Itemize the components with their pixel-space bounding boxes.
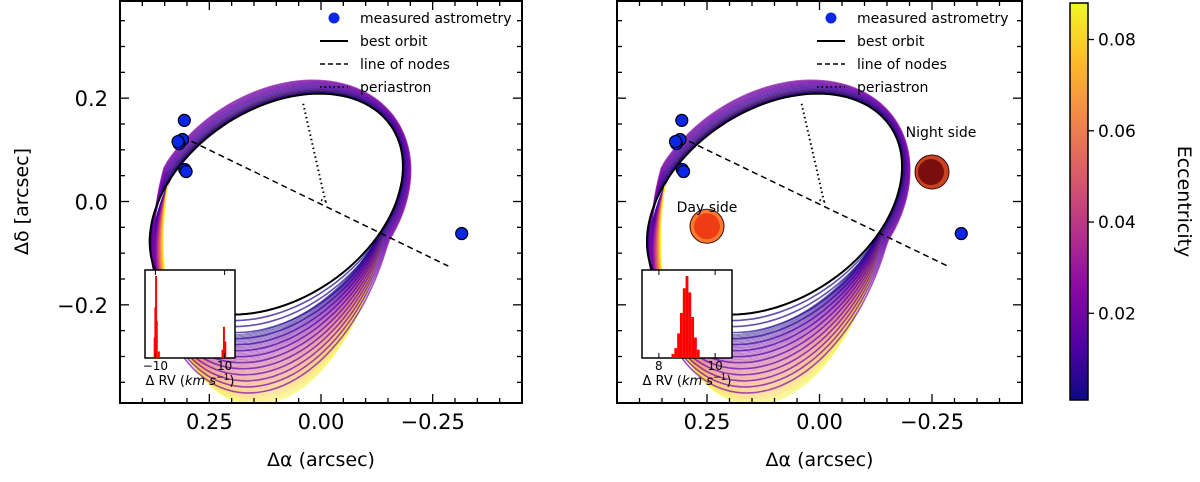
inset-tick-label: 10 <box>217 359 232 373</box>
y-tick-label: 0.0 <box>75 191 108 215</box>
colorbar-tick-label: 0.08 <box>1098 31 1136 51</box>
inset-frame <box>144 269 236 359</box>
inset-bar <box>691 317 695 358</box>
astrometry-point <box>171 134 185 149</box>
inset-tick-label: −10 <box>143 359 168 373</box>
legend-entry: measured astrometry <box>360 11 512 27</box>
rv-inset: 8 10Δ RV (km s−1) <box>641 269 733 389</box>
plot-area <box>148 79 469 403</box>
inset-bar <box>155 276 158 358</box>
plot-area: Night side Day side <box>646 79 977 403</box>
inset-x-label-units: km s <box>185 374 216 389</box>
inset-x-label: Δ RV (km s−1) <box>643 373 732 389</box>
annotation-day-side: Day side <box>677 200 738 216</box>
legend-entry: periastron <box>857 80 928 96</box>
inset-x-label-units: km s <box>682 374 713 389</box>
best-orbit-line <box>646 92 903 316</box>
right-orbit-panel: Night side Day side 0.25 0.00 −0.25 Δα (arcse… <box>616 0 1023 471</box>
left-orbit-panel: 0.25 0.00 −0.25 0.2 0.0 −0.2 Δδ [arcsec] Δα (ar… <box>11 0 523 471</box>
inset-bar <box>221 349 224 358</box>
inset-bar <box>696 349 700 358</box>
inset-x-label-exponent: −1 <box>216 373 229 383</box>
inset-bar <box>674 348 678 358</box>
colorbar-tick-label: 0.02 <box>1098 304 1136 324</box>
x-axis-label: Δα (arcsec) <box>267 449 375 471</box>
colorbar-ramp <box>1069 2 1089 401</box>
astrometry-point <box>668 134 683 149</box>
x-tick-label: −0.25 <box>400 410 464 434</box>
legend-entry: periastron <box>360 80 431 96</box>
inset-bar <box>224 341 227 358</box>
astrometry-point <box>676 164 691 179</box>
inset-x-label-suffix: ) <box>229 374 234 389</box>
best-orbit-line <box>148 92 404 316</box>
rv-inset: −10 10Δ RV (km s−1) <box>143 269 236 389</box>
annotation-night-side: Night side <box>906 125 977 141</box>
x-axis-label: Δα (arcsec) <box>766 449 874 471</box>
planet-core <box>918 159 944 186</box>
x-tick-label: 0.00 <box>298 410 345 434</box>
inset-x-label-exponent: −1 <box>713 373 726 383</box>
astrometry-point <box>177 113 191 127</box>
colorbar-tick-label: 0.06 <box>1098 122 1136 142</box>
inset-x-label-suffix: ) <box>726 374 731 389</box>
legend-entry: line of nodes <box>857 57 947 73</box>
legend-marker-astrometry <box>328 12 340 24</box>
inset-bar <box>688 292 692 358</box>
periastron-line <box>302 103 327 204</box>
astrometry-point <box>455 226 469 241</box>
legend-marker-astrometry <box>825 12 837 24</box>
planet-core <box>694 213 720 240</box>
x-tick-label: −0.25 <box>900 410 964 434</box>
inset-bar <box>677 333 680 358</box>
legend-entry: measured astrometry <box>857 11 1009 27</box>
astrometry-point <box>954 226 968 241</box>
inset-bar <box>671 353 675 358</box>
y-axis-label: Δδ [arcsec] <box>11 148 33 255</box>
inset-bar <box>685 276 689 358</box>
inset-x-label-prefix: Δ RV ( <box>643 374 682 389</box>
legend-entry: best orbit <box>360 34 428 50</box>
inset-bar <box>155 321 158 358</box>
astrometry-point <box>675 113 689 127</box>
x-tick-label: 0.25 <box>186 410 233 434</box>
astrometry-point <box>179 164 193 179</box>
periastron-line <box>800 103 826 204</box>
inset-x-label-prefix: Δ RV ( <box>146 374 185 389</box>
inset-bar <box>679 312 683 358</box>
colorbar-tick-label: 0.04 <box>1098 213 1136 233</box>
inset-bar <box>222 326 225 358</box>
inset-bar <box>157 351 160 358</box>
inset-bar <box>682 288 686 358</box>
y-tick-label: −0.2 <box>57 294 108 318</box>
inset-x-label: Δ RV (km s−1) <box>146 373 235 389</box>
eccentricity-colorbar: 0.02 0.04 0.06 0.08 Eccentricity <box>1069 2 1195 401</box>
inset-tick-label: 10 <box>707 359 722 373</box>
x-tick-label: 0.00 <box>796 410 843 434</box>
y-tick-label: 0.2 <box>75 87 108 111</box>
colorbar-label: Eccentricity <box>1173 146 1195 258</box>
inset-bar <box>694 337 697 358</box>
x-tick-label: 0.25 <box>684 410 731 434</box>
inset-tick-label: 8 <box>655 359 663 373</box>
legend-entry: best orbit <box>857 34 925 50</box>
legend-entry: line of nodes <box>360 57 450 73</box>
